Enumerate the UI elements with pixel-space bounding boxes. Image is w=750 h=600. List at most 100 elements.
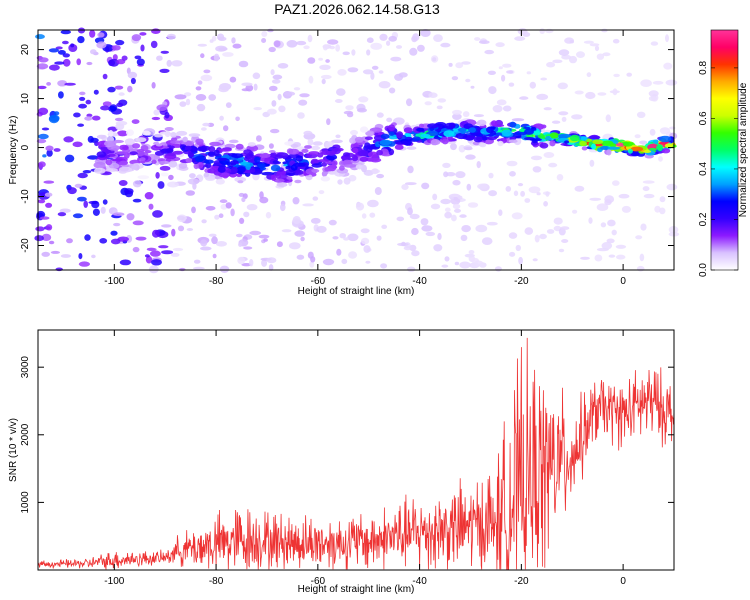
noise-cell xyxy=(241,263,252,267)
noise-cell xyxy=(38,57,49,63)
ridge-cell xyxy=(203,159,214,164)
noise-cell xyxy=(292,197,300,205)
noise-cell xyxy=(551,120,561,124)
noise-cell xyxy=(60,29,71,35)
noise-cell xyxy=(151,259,162,266)
noise-cell xyxy=(79,96,86,101)
ridge-cell xyxy=(139,157,146,162)
noise-cell xyxy=(73,112,81,118)
noise-cell xyxy=(370,72,375,80)
ridge-cell xyxy=(154,150,165,156)
ridge-cell xyxy=(339,165,345,171)
noise-cell xyxy=(366,49,371,56)
noise-cell xyxy=(561,239,569,243)
ridge-cell xyxy=(108,130,114,137)
noise-cell xyxy=(45,145,54,152)
noise-cell xyxy=(232,43,242,49)
noise-cell xyxy=(310,217,321,224)
noise-cell xyxy=(219,265,230,273)
noise-cell xyxy=(546,61,556,68)
noise-cell xyxy=(268,46,276,53)
ridge-cell xyxy=(443,130,455,138)
noise-cell xyxy=(158,245,169,249)
noise-cell xyxy=(184,92,192,97)
noise-cell xyxy=(172,247,184,252)
noise-cell xyxy=(461,61,471,65)
ridge-cell xyxy=(119,166,129,172)
ridge-cell xyxy=(639,140,648,145)
noise-cell xyxy=(337,179,343,185)
noise-cell xyxy=(303,45,310,50)
ridge-cell xyxy=(580,136,588,141)
noise-cell xyxy=(665,79,678,86)
noise-cell xyxy=(466,183,472,191)
noise-cell xyxy=(93,89,99,95)
noise-cell xyxy=(376,173,384,179)
noise-cell xyxy=(332,236,339,240)
noise-cell xyxy=(452,109,462,115)
noise-cell xyxy=(263,238,268,242)
noise-cell xyxy=(150,40,158,49)
ridge-cell xyxy=(249,167,256,173)
noise-cell xyxy=(140,44,145,52)
noise-cell xyxy=(561,54,572,60)
noise-cell xyxy=(235,233,243,238)
ridge-cell xyxy=(203,172,210,178)
noise-cell xyxy=(201,219,207,224)
noise-cell xyxy=(241,82,253,87)
noise-cell xyxy=(571,114,583,120)
noise-cell xyxy=(276,241,283,248)
noise-cell xyxy=(606,238,615,244)
ridge-cell xyxy=(360,126,369,133)
noise-cell xyxy=(355,202,365,211)
noise-cell xyxy=(39,216,50,220)
noise-cell xyxy=(45,224,53,231)
noise-cell xyxy=(214,214,220,220)
noise-cell xyxy=(505,186,512,192)
noise-cell xyxy=(440,198,452,205)
noise-cell xyxy=(111,45,121,51)
colorbar-tick-label: 0.6 xyxy=(698,111,709,125)
noise-cell xyxy=(156,104,168,111)
noise-cell xyxy=(91,200,100,209)
noise-cell xyxy=(57,80,68,87)
noise-cell xyxy=(62,40,69,45)
noise-cell xyxy=(86,61,93,66)
ridge-cell xyxy=(468,127,476,133)
noise-cell xyxy=(100,105,110,111)
noise-cell xyxy=(328,219,337,226)
noise-cell xyxy=(144,192,154,200)
ridge-cell xyxy=(486,126,494,134)
noise-cell xyxy=(478,40,490,44)
noise-cell xyxy=(238,60,249,68)
ridge-cell xyxy=(272,160,279,164)
noise-cell xyxy=(72,213,84,219)
noise-cell xyxy=(343,237,350,241)
ridge-cell xyxy=(479,142,487,148)
ridge-cell xyxy=(481,136,487,141)
ridge-cell xyxy=(105,159,113,166)
noise-cell xyxy=(558,111,569,116)
noise-cell xyxy=(218,213,224,218)
noise-cell xyxy=(665,34,669,43)
noise-cell xyxy=(465,78,471,83)
noise-cell xyxy=(470,85,475,89)
ridge-cell xyxy=(427,123,439,129)
noise-cell xyxy=(342,51,350,56)
noise-cell xyxy=(85,99,92,105)
noise-cell xyxy=(486,221,498,226)
ridge-cell xyxy=(324,167,334,172)
y-tick-label: -10 xyxy=(20,189,31,204)
noise-cell xyxy=(346,112,354,118)
noise-cell xyxy=(558,248,565,253)
ridge-cell xyxy=(245,163,251,170)
noise-cell xyxy=(132,246,140,253)
ridge-cell xyxy=(529,138,542,142)
noise-cell xyxy=(310,256,316,263)
noise-cell xyxy=(374,187,382,195)
noise-cell xyxy=(536,192,541,196)
ridge-cell xyxy=(524,128,534,135)
noise-cell xyxy=(76,58,81,66)
ridge-cell xyxy=(325,161,334,165)
noise-cell xyxy=(432,57,437,62)
